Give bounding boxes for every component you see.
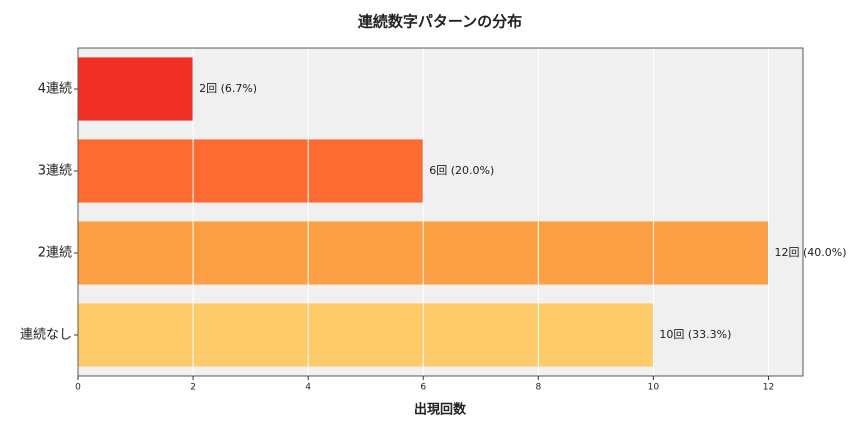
- plot-frame: [77, 47, 804, 377]
- data-label: 10回 (33.3%): [659, 328, 731, 341]
- x-axis-label: 出現回数: [414, 402, 467, 418]
- x-tick-label: 8: [535, 383, 541, 393]
- y-tick-label: 2連続: [38, 246, 72, 261]
- bar: [78, 139, 424, 203]
- y-tick-label: 4連続: [38, 82, 72, 97]
- y-tick-label: 3連続: [38, 164, 72, 179]
- y-tick-label: 連続なし: [20, 328, 72, 343]
- chart-title: 連続数字パターンの分布: [358, 13, 522, 31]
- x-tick-label: 12: [763, 383, 774, 393]
- x-tick-label: 0: [75, 383, 81, 393]
- x-tick-label: 4: [305, 383, 311, 393]
- data-label: 2回 (6.7%): [199, 82, 257, 95]
- x-tick-label: 10: [648, 383, 660, 393]
- data-label: 12回 (40.0%): [774, 246, 846, 259]
- x-tick-label: 2: [190, 383, 196, 393]
- data-label: 6回 (20.0%): [429, 164, 494, 177]
- bar: [78, 303, 654, 367]
- bar: [78, 57, 194, 121]
- x-tick-label: 6: [420, 383, 426, 393]
